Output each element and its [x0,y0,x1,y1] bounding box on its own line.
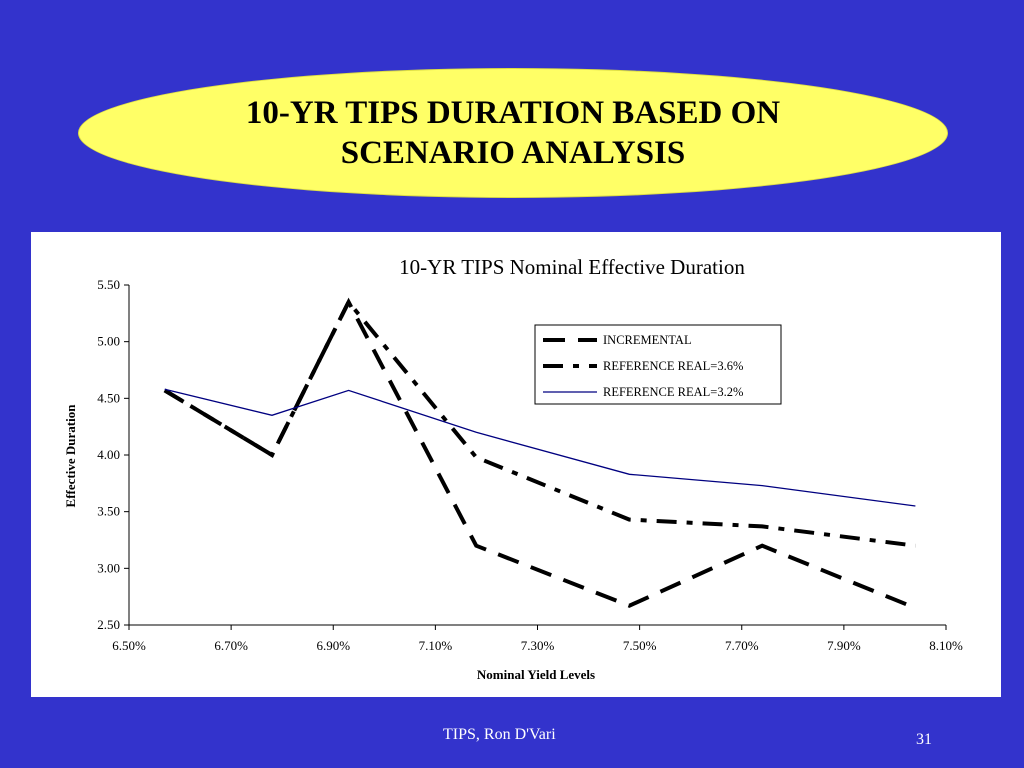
page-number: 31 [916,731,932,748]
y-tick-label: 5.00 [97,334,120,349]
slide-title-banner: 10-YR TIPS DURATION BASED ON SCENARIO AN… [78,68,948,198]
y-tick-label: 3.00 [97,560,120,575]
series-line [164,388,916,507]
y-tick-label: 4.50 [97,390,120,405]
line-chart: 10-YR TIPS Nominal Effective Duration 2.… [63,255,963,682]
legend-label: REFERENCE REAL=3.6% [603,359,743,373]
x-tick-label: 6.90% [316,638,350,653]
chart-axes: 2.50 3.00 3.50 4.00 4.50 5.00 5.50 6.50% 6.70% 6.… [97,277,963,653]
legend-label: REFERENCE REAL=3.2% [603,385,743,399]
x-tick-label: 8.10% [929,638,963,653]
slide-title-line-2: SCENARIO ANALYSIS [340,135,686,171]
x-tick-label: 7.70% [725,638,759,653]
y-tick-label: 4.00 [97,447,120,462]
footer-author: TIPS, Ron D'Vari [443,726,556,743]
x-tick-label: 7.30% [521,638,555,653]
x-tick-label: 7.50% [623,638,657,653]
y-tick-label: 3.50 [97,504,120,519]
slide-title: 10-YR TIPS DURATION BASED ON SCENARIO AN… [213,93,813,173]
chart-panel: 10-YR TIPS Nominal Effective Duration 2.… [31,232,1001,697]
y-axis-label: Effective Duration [63,404,78,508]
chart-series [163,297,917,610]
x-tick-label: 6.70% [214,638,248,653]
chart-legend: INCREMENTAL REFERENCE REAL=3.6% REFERENCE … [534,324,782,405]
series-line [163,298,916,548]
x-tick-label: 7.90% [827,638,861,653]
x-tick-label: 6.50% [112,638,146,653]
slide-title-line-1: 10-YR TIPS DURATION BASED ON [245,95,781,131]
x-tick-label: 7.10% [419,638,453,653]
y-tick-label: 2.50 [97,617,120,632]
y-tick-label: 5.50 [97,277,120,292]
chart-title: 10-YR TIPS Nominal Effective Duration [399,255,745,279]
legend-label: INCREMENTAL [603,333,692,347]
x-axis-label: Nominal Yield Levels [477,667,595,682]
